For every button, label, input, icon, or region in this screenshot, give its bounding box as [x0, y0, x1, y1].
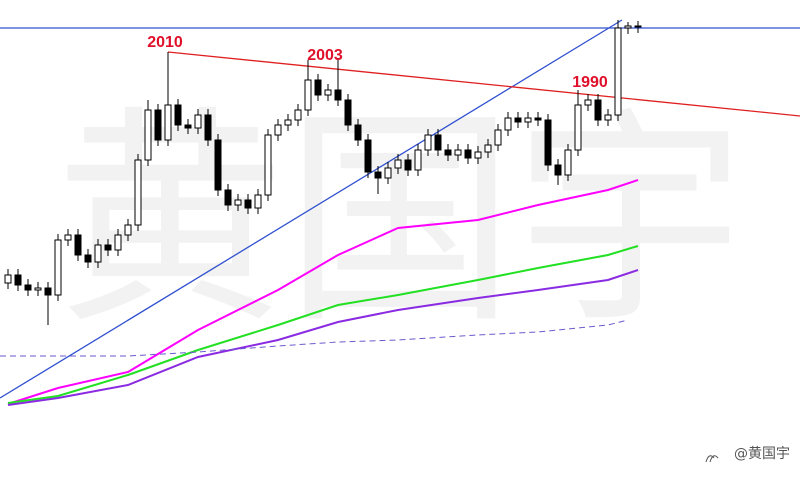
candle-body	[134, 159, 142, 226]
trendline	[0, 19, 623, 399]
candle-body	[624, 25, 632, 29]
candle-body	[74, 234, 82, 256]
candle-body	[284, 119, 292, 126]
candle-body	[154, 109, 162, 141]
candle-body	[434, 134, 442, 151]
candle-body	[114, 234, 122, 251]
annotation: 1990	[572, 74, 608, 91]
candle-body	[184, 124, 192, 129]
candle-body	[324, 89, 332, 96]
candle-body	[464, 149, 472, 159]
candle-body	[264, 134, 272, 196]
candle-body	[84, 254, 92, 263]
candle-body	[504, 117, 512, 131]
candle-body	[334, 89, 342, 101]
credit: @黄国宇	[734, 445, 790, 462]
candle-body	[414, 149, 422, 171]
candle-body	[454, 149, 462, 156]
candle-body	[374, 171, 382, 179]
candle-body	[584, 99, 592, 106]
moving-average	[0, 319, 629, 357]
candle-body	[274, 124, 282, 136]
candle-body	[484, 144, 492, 153]
moving-average	[7, 179, 639, 405]
candle-body	[34, 287, 42, 291]
candle-body	[194, 114, 202, 129]
candle-body	[234, 199, 242, 206]
candle-body	[404, 159, 412, 171]
candle-body	[494, 129, 502, 146]
candle-body	[144, 109, 152, 161]
candle-body	[304, 79, 312, 111]
candle-body	[54, 239, 62, 296]
plot: 2010 2003 1990	[0, 19, 800, 406]
candle-body	[64, 234, 72, 241]
candle-body	[174, 104, 182, 126]
annotation: 2003	[307, 47, 343, 64]
candle-body	[634, 25, 642, 28]
candle-body	[604, 114, 612, 121]
candle-body	[124, 224, 132, 236]
candle-body	[104, 244, 112, 251]
candle-body	[244, 199, 252, 209]
candle-body	[254, 194, 262, 209]
moving-average	[7, 245, 639, 404]
candle-body	[474, 151, 482, 159]
candle-body	[354, 124, 362, 141]
candle-body	[564, 149, 572, 176]
candle-body	[4, 274, 12, 284]
candle-body	[224, 189, 232, 206]
candle-body	[214, 139, 222, 191]
candle-body	[444, 149, 452, 156]
candle-body	[514, 117, 522, 123]
credit-icon	[705, 455, 719, 463]
candle-body	[204, 114, 212, 141]
candle-body	[594, 99, 602, 121]
candle-body	[164, 104, 172, 141]
annotation: 2010	[147, 34, 183, 51]
candle-body	[294, 109, 302, 121]
candle-body	[344, 99, 352, 126]
candle-body	[24, 284, 32, 291]
candle-body	[14, 274, 22, 286]
candle-body	[524, 117, 532, 123]
candle-body	[394, 159, 402, 169]
candle-body	[614, 27, 622, 116]
candle-body	[544, 119, 552, 166]
candle-body	[384, 167, 392, 179]
moving-average	[7, 269, 639, 406]
candle-body	[554, 164, 562, 176]
candle-body	[44, 287, 52, 296]
candle-body	[574, 104, 582, 151]
trendline	[167, 51, 800, 117]
candle-body	[364, 139, 372, 173]
candle-body	[94, 244, 102, 263]
candle-body	[314, 79, 322, 96]
candle-body	[424, 134, 432, 151]
candle-body	[534, 117, 542, 121]
